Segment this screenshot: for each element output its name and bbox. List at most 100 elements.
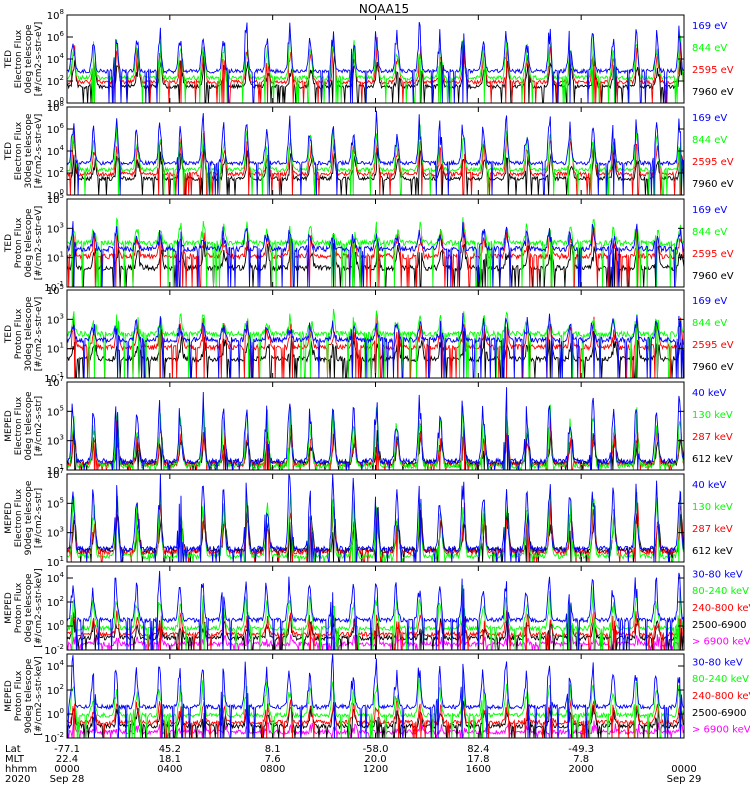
y-tick-label: 103 bbox=[47, 221, 64, 235]
x-tick-label-hhmm: 0000 bbox=[671, 764, 696, 775]
y-tick-label: 104 bbox=[47, 144, 65, 158]
y-axis-label: TEDElectron Flux0deg telescope[#/cm2-s-s… bbox=[4, 22, 44, 97]
legend-entry: 169 eV bbox=[692, 205, 727, 216]
y-tick-label: 100 bbox=[47, 619, 64, 633]
series-line-7-4 bbox=[66, 584, 685, 651]
y-axis-label: MEPEDProton Flux90deg telescope[#/cm2-s-… bbox=[4, 656, 44, 735]
legend-entry: 612 keV bbox=[692, 454, 733, 465]
legend-entry: 2500-6900 bbox=[692, 620, 747, 631]
legend-entry: 2595 eV bbox=[692, 249, 734, 260]
x-tick-label-mlt: 7.6 bbox=[265, 754, 281, 765]
x-tick-label-hhmm: 0800 bbox=[260, 764, 285, 775]
y-axis-label: TEDProton Flux0deg telescope[#/cm2-s-str… bbox=[4, 206, 44, 281]
y-axis-label: MEPEDElectron Flux90deg telescope[#/cm2-… bbox=[4, 480, 44, 555]
legend-entry: 287 keV bbox=[692, 524, 733, 535]
y-axis-label: TEDElectron Flux30deg telescope[#/cm2-s-… bbox=[4, 113, 44, 188]
series-line-8-5 bbox=[67, 653, 685, 739]
legend-entry: 130 keV bbox=[692, 502, 733, 513]
legend-entry: 40 keV bbox=[692, 388, 726, 399]
y-tick-label: 107 bbox=[47, 467, 64, 481]
legend-entry: 844 eV bbox=[692, 135, 727, 146]
legend-entry: 2595 eV bbox=[692, 157, 734, 168]
y-tick-label: 102 bbox=[47, 595, 64, 609]
series-line-6-2 bbox=[66, 500, 685, 563]
legend-entry: 240-800 keV bbox=[692, 691, 750, 702]
legend-entry: 844 eV bbox=[692, 43, 727, 54]
legend-entry: 169 eV bbox=[692, 296, 727, 307]
y-axis-label: TEDProton Flux30deg telescope[#/cm2-s-st… bbox=[4, 296, 44, 371]
x-tick-label-lat: -77.1 bbox=[54, 744, 80, 755]
y-tick-label: 103 bbox=[47, 434, 64, 448]
x-tick-label-date: Sep 28 bbox=[50, 774, 85, 785]
y-tick-label: 10-2 bbox=[44, 643, 64, 657]
x-tick-label-hhmm: 0000 bbox=[54, 764, 79, 775]
x-tick-label-lat: -58.0 bbox=[363, 744, 389, 755]
y-tick-label: 103 bbox=[47, 312, 64, 326]
series-line-8-4 bbox=[66, 674, 685, 739]
y-tick-label: 108 bbox=[47, 100, 64, 114]
series-line-4-3 bbox=[66, 308, 685, 379]
series-line-1-4 bbox=[66, 21, 685, 104]
series-line-5-4 bbox=[66, 387, 685, 471]
x-tick-label-lat: 82.4 bbox=[467, 744, 489, 755]
series-line-1-2 bbox=[66, 37, 685, 104]
legend-entry: > 6900 keV bbox=[692, 725, 750, 736]
legend-entry: 844 eV bbox=[692, 227, 727, 238]
y-tick-label: 100 bbox=[47, 707, 64, 721]
y-tick-label: 105 bbox=[47, 496, 64, 510]
x-tick-label-mlt: 7.8 bbox=[573, 754, 589, 765]
legend-entry: 7960 eV bbox=[692, 87, 734, 98]
legend-entry: 612 keV bbox=[692, 546, 733, 557]
y-tick-label: 104 bbox=[47, 659, 65, 673]
x-tick-label-hhmm: 1200 bbox=[363, 764, 388, 775]
x-row-label: hhmm bbox=[5, 764, 37, 775]
legend-entry: 80-240 keV bbox=[692, 674, 749, 685]
y-axis-label: MEPEDElectron Flux0deg telescope[#/cm2-s… bbox=[4, 391, 44, 461]
series-line-7-5 bbox=[66, 570, 685, 651]
legend-entry: 40 keV bbox=[692, 480, 726, 491]
legend-entry: 240-800 keV bbox=[692, 603, 750, 614]
x-tick-label-mlt: 17.8 bbox=[467, 754, 489, 765]
y-tick-label: 101 bbox=[47, 342, 64, 356]
y-tick-label: 10-2 bbox=[44, 731, 64, 745]
y-tick-label: 106 bbox=[47, 30, 65, 44]
y-tick-label: 108 bbox=[47, 8, 64, 22]
series-line-4-4 bbox=[66, 312, 685, 379]
y-tick-label: 102 bbox=[47, 683, 64, 697]
x-tick-label-lat: -49.3 bbox=[568, 744, 594, 755]
legend-entry: 2500-6900 bbox=[692, 708, 747, 719]
series-line-7-2 bbox=[66, 612, 685, 651]
x-tick-label-lat: 8.1 bbox=[265, 744, 281, 755]
x-tick-label-hhmm: 0400 bbox=[157, 764, 182, 775]
y-tick-label: 105 bbox=[47, 192, 64, 206]
x-row-label: MLT bbox=[5, 754, 25, 765]
x-row-label: 2020 bbox=[5, 774, 30, 785]
x-tick-label-hhmm: 1600 bbox=[466, 764, 491, 775]
y-tick-label: 103 bbox=[47, 526, 64, 540]
series-line-1-3 bbox=[66, 33, 685, 104]
series-line-2-4 bbox=[66, 110, 685, 196]
legend-entry: 7960 eV bbox=[692, 271, 734, 282]
legend-entry: 2595 eV bbox=[692, 340, 734, 351]
series-line-3-4 bbox=[66, 221, 685, 288]
x-row-label: Lat bbox=[5, 744, 21, 755]
legend-entry: 130 keV bbox=[692, 410, 733, 421]
y-tick-label: 104 bbox=[47, 52, 65, 66]
y-tick-label: 104 bbox=[47, 571, 65, 585]
series-line-2-2 bbox=[66, 130, 685, 196]
x-tick-label-mlt: 20.0 bbox=[364, 754, 386, 765]
legend-entry: 7960 eV bbox=[692, 179, 734, 190]
legend-entry: 169 eV bbox=[692, 21, 727, 32]
legend-entry: 30-80 keV bbox=[692, 569, 743, 580]
y-tick-label: 105 bbox=[47, 404, 64, 418]
y-tick-label: 105 bbox=[47, 283, 64, 297]
legend-entry: 287 keV bbox=[692, 432, 733, 443]
